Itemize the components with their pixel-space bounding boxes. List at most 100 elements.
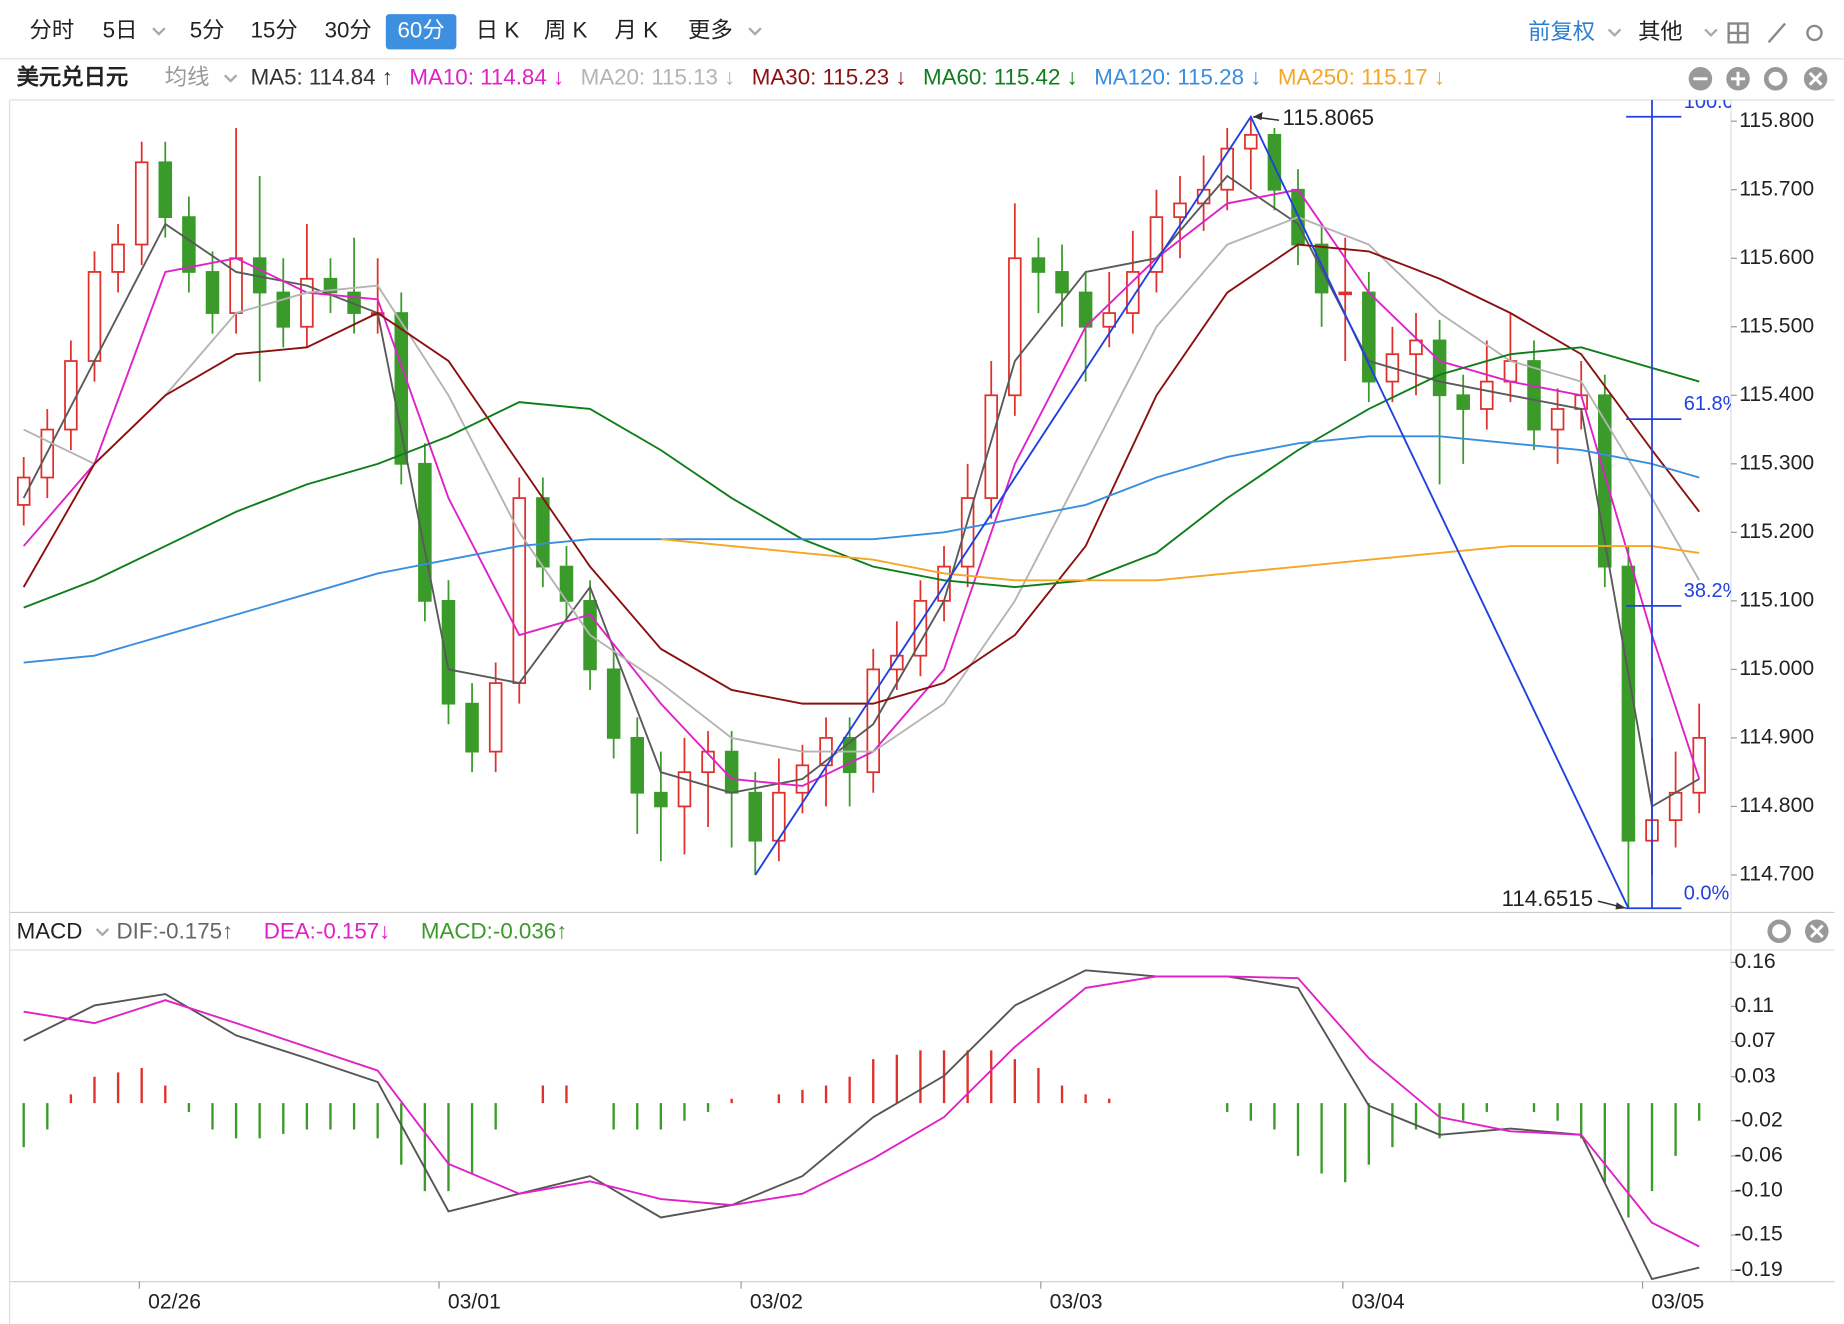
candle-body [111, 243, 125, 273]
tab[interactable]: 60分 [398, 18, 445, 43]
y-tick-label: 115.100 [1739, 588, 1814, 611]
candle-body [347, 291, 361, 314]
x-tick-label: 03/03 [1050, 1290, 1103, 1313]
y-tick-label: 0.16 [1735, 950, 1776, 973]
y-tick-label: 0.11 [1735, 994, 1775, 1017]
caret [95, 928, 110, 937]
ma-line [22, 174, 1700, 808]
x-tick-label: 03/01 [448, 1290, 501, 1313]
caret [223, 74, 238, 83]
candle-body [701, 750, 715, 774]
high-label: 115.8065 [1283, 105, 1374, 130]
panel-icons[interactable] [1688, 67, 1829, 944]
tab[interactable]: 5分 [190, 18, 225, 43]
ma-menu[interactable]: 均线 [165, 65, 210, 90]
tab[interactable]: 15分 [251, 18, 298, 43]
candle-body [87, 271, 102, 362]
fib-label: 0.0% [1684, 882, 1730, 904]
candle-body [1550, 408, 1565, 431]
trend-line [754, 114, 1630, 909]
candle-body [276, 291, 291, 328]
tab[interactable]: 分时 [30, 18, 75, 43]
y-tick-label: 114.700 [1739, 863, 1814, 886]
candle-body [394, 312, 409, 465]
candle-body [654, 791, 668, 808]
toolbar-option[interactable]: 前复权 [1528, 19, 1595, 44]
tab[interactable]: 30分 [325, 18, 372, 43]
price-panel: 100.0% 61.8% 38.2% 0.0% 115.8065 114.6515 [16, 91, 1752, 911]
x-tick-label: 03/04 [1352, 1290, 1405, 1313]
candle-body [1055, 271, 1069, 294]
tab[interactable]: 5日 [103, 18, 138, 43]
tab-selected [385, 14, 457, 50]
low-label: 114.6515 [1502, 886, 1593, 911]
macd-legend: DIF:-0.175↑ [117, 918, 234, 943]
tab[interactable]: 更多 [688, 18, 733, 43]
candle-body [866, 668, 881, 774]
candle-body [1338, 291, 1352, 296]
ma-line [23, 346, 1700, 609]
candle-body [300, 277, 314, 328]
candle-body [913, 599, 928, 657]
candle-body [1503, 360, 1518, 383]
y-tick-label: 115.800 [1739, 109, 1814, 132]
fib-label: 38.2% [1684, 580, 1741, 602]
toolbar-icons[interactable] [1727, 22, 1823, 44]
macd-panel [22, 969, 1701, 1281]
y-tick-label: -0.15 [1735, 1223, 1783, 1246]
toolbar-option[interactable]: 其他 [1638, 19, 1683, 44]
candle-body [606, 668, 621, 739]
candle-body [465, 702, 479, 753]
fib-label: 61.8% [1684, 393, 1741, 415]
symbol: 美元兑日元 [17, 64, 129, 90]
y-tick-label: 0.03 [1735, 1064, 1776, 1087]
candle-body [1149, 216, 1164, 273]
candle-body [1432, 339, 1447, 397]
candle-body [724, 750, 739, 794]
candle-body [182, 216, 196, 273]
candle-body [842, 737, 857, 774]
candle-body [1480, 380, 1494, 410]
candle-body [1598, 394, 1612, 568]
y-tick-label: 115.300 [1739, 451, 1814, 474]
tab[interactable]: 日 K [476, 18, 520, 43]
fib-label: 100.0% [1684, 91, 1752, 113]
candle-body [16, 476, 31, 506]
x-tick-label: 02/26 [148, 1290, 201, 1313]
macd-title: MACD [17, 918, 83, 943]
x-tick-label: 03/05 [1651, 1290, 1704, 1313]
y-tick-label: -0.02 [1735, 1108, 1783, 1131]
candle-body [64, 360, 78, 431]
candle-body [677, 771, 692, 808]
candle-body [488, 682, 503, 753]
macd-line [23, 969, 1700, 1281]
candle-body [134, 161, 149, 246]
macd-legend: MACD:-0.036↑ [421, 918, 567, 943]
ma-legend: MA30: 115.23 ↓ [752, 65, 907, 90]
candle-body [748, 791, 763, 842]
candle-body [1220, 147, 1234, 191]
candle-body [1031, 257, 1046, 273]
candle-body [1668, 791, 1683, 822]
annotation-arrowhead [1253, 112, 1263, 121]
tab[interactable]: 周 K [544, 18, 588, 43]
caret [1607, 28, 1622, 37]
ma-legend: MA10: 114.84 ↓ [409, 65, 564, 90]
candle-body [1244, 134, 1258, 150]
candle-body [1126, 271, 1140, 314]
candle-body [1173, 202, 1187, 219]
caret [152, 27, 166, 36]
x-tick-label: 03/02 [750, 1290, 803, 1313]
y-tick-label: 115.200 [1739, 520, 1814, 543]
axis: 114.700 114.800 114.900 115.000 115.100 115.2… [138, 109, 1814, 1313]
y-tick-label: 115.600 [1739, 246, 1814, 269]
candle-body [1008, 257, 1022, 397]
ma-line [23, 435, 1700, 664]
candle-body [441, 599, 456, 705]
candle-body [984, 394, 998, 499]
ma-legend: MA5: 114.84 ↑ [251, 65, 393, 90]
candle-body [1102, 312, 1116, 328]
candle-body [205, 271, 220, 314]
tab[interactable]: 月 K [615, 18, 659, 43]
